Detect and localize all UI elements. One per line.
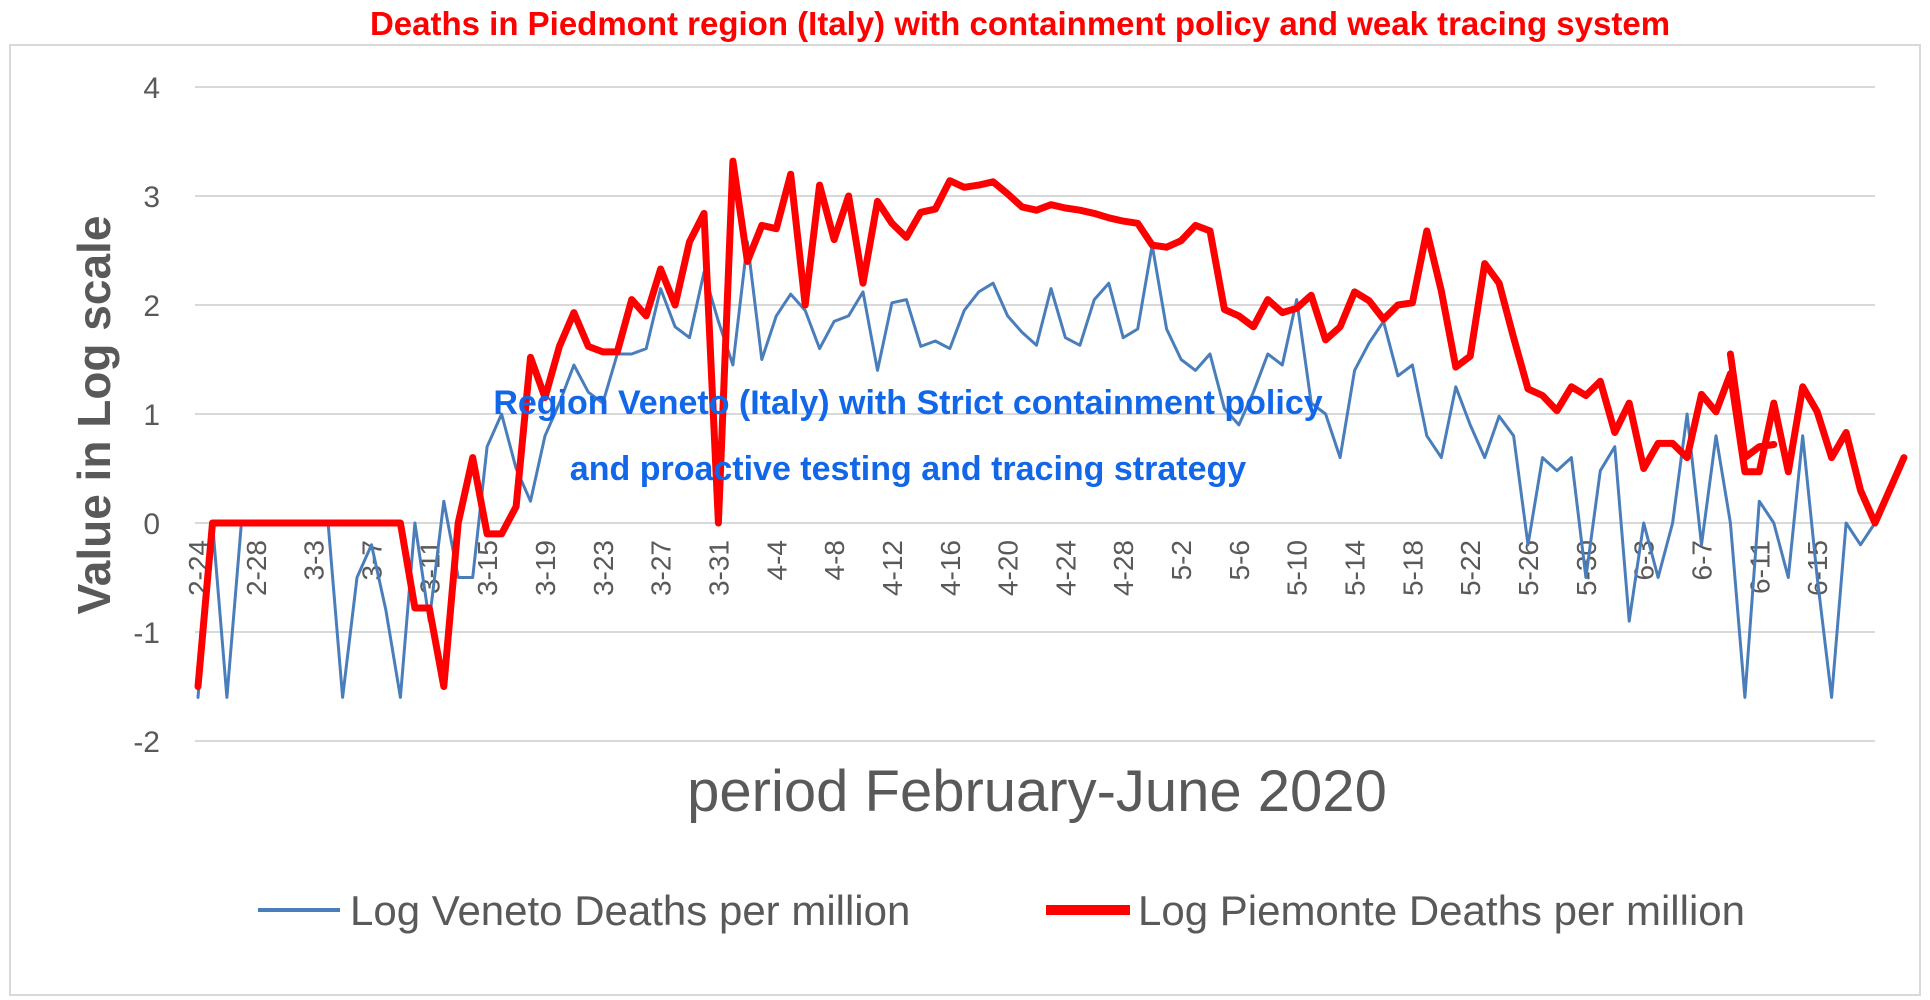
x-tick-label: 6-11	[1744, 540, 1775, 594]
x-tick-label: 4-24	[1050, 540, 1081, 596]
x-tick-label: 2-28	[241, 540, 272, 596]
x-tick-label: 6-7	[1687, 540, 1718, 580]
series-line-piemonte-overlay	[1726, 350, 1778, 462]
y-axis-label: Value in Log scale	[68, 216, 120, 615]
x-tick-label: 3-3	[299, 540, 330, 580]
x-tick-label: 5-10	[1282, 540, 1313, 596]
x-tick-label: 5-22	[1455, 540, 1486, 596]
y-tick-label: 3	[143, 181, 160, 214]
x-tick-label: 5-14	[1340, 540, 1371, 596]
x-axis-label: period February-June 2020	[687, 759, 1387, 824]
y-tick-label: -2	[133, 726, 160, 759]
x-tick-label: 4-16	[935, 540, 966, 596]
y-tick-label: 0	[143, 508, 160, 541]
gridlines	[195, 86, 1875, 742]
y-tick-label: 4	[143, 72, 160, 105]
x-tick-label: 4-20	[993, 540, 1024, 596]
x-tick-label: 3-23	[588, 540, 619, 596]
series-line-piemonte	[194, 157, 1908, 690]
legend-label-piemonte: Log Piemonte Deaths per million	[1138, 887, 1745, 934]
x-tick-label: 5-6	[1224, 540, 1255, 580]
annotation-line-1: Region Veneto (Italy) with Strict contai…	[493, 384, 1322, 422]
x-tick-label: 4-4	[761, 540, 792, 580]
x-tick-label: 4-12	[877, 540, 908, 596]
x-tick-label: 4-8	[819, 540, 850, 580]
x-tick-label: 3-19	[530, 540, 561, 596]
x-tick-label: 3-31	[703, 540, 734, 596]
y-tick-label: -1	[133, 617, 160, 650]
series-line-veneto	[196, 240, 1877, 699]
x-tick-label: 5-26	[1513, 540, 1544, 596]
chart-title: Deaths in Piedmont region (Italy) with c…	[370, 5, 1670, 42]
x-tick-label: 5-18	[1397, 540, 1428, 596]
annotation-line-2: and proactive testing and tracing strate…	[570, 450, 1246, 488]
x-tick-label: 3-27	[646, 540, 677, 596]
x-tick-label: 4-28	[1108, 540, 1139, 596]
y-tick-label: 1	[143, 399, 160, 432]
legend: Log Veneto Deaths per million Log Piemon…	[258, 887, 1745, 934]
y-tick-label: 2	[143, 290, 160, 323]
x-tick-label: 5-2	[1166, 540, 1197, 580]
y-tick-labels: -2 -1 0 1 2 3 4	[133, 72, 160, 759]
series-lines	[194, 157, 1908, 699]
legend-label-veneto: Log Veneto Deaths per million	[350, 887, 910, 934]
